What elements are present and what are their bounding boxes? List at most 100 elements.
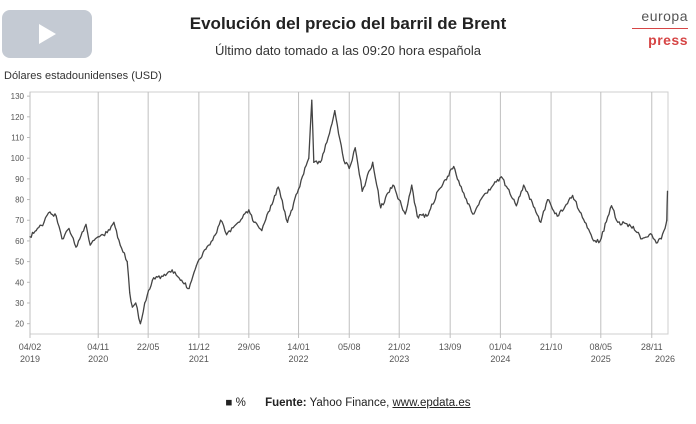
data-point <box>632 225 634 228</box>
europapress-logo[interactable]: europa press <box>632 8 688 48</box>
data-point <box>411 184 413 186</box>
data-point <box>617 221 619 223</box>
data-point <box>119 244 121 246</box>
data-point <box>348 167 350 170</box>
data-point <box>248 209 250 211</box>
data-point <box>171 269 173 271</box>
data-point <box>220 219 222 221</box>
data-point <box>43 221 45 223</box>
y-tick-label: 50 <box>15 258 24 267</box>
x-year-label: 2025 <box>591 354 611 364</box>
data-point <box>225 234 228 236</box>
data-point <box>404 213 406 215</box>
series-line <box>29 99 669 325</box>
data-point <box>438 188 440 190</box>
data-point <box>571 194 574 197</box>
data-point <box>277 186 279 188</box>
data-point <box>75 246 77 248</box>
data-point <box>89 244 91 246</box>
source-link[interactable]: www.epdata.es <box>392 397 471 409</box>
data-point <box>214 234 216 236</box>
data-point <box>343 159 345 161</box>
data-point <box>267 211 269 213</box>
chart-footer: ■ % Fuente: Yahoo Finance, www.epdata.es <box>0 397 696 409</box>
data-point <box>666 190 669 192</box>
data-point <box>354 147 356 149</box>
data-point <box>584 221 586 223</box>
data-point <box>308 157 310 159</box>
data-point <box>129 292 131 294</box>
data-point <box>311 99 313 101</box>
data-point <box>106 232 108 234</box>
x-tick-label: 28/11 <box>641 342 663 352</box>
data-point <box>334 110 336 112</box>
data-point <box>546 198 549 201</box>
data-point <box>472 213 474 215</box>
data-point <box>523 184 525 186</box>
data-point <box>416 215 418 217</box>
data-point <box>55 215 57 217</box>
data-point <box>286 221 289 223</box>
data-point <box>131 306 134 308</box>
data-point <box>592 240 595 242</box>
logo-bottom-text: press <box>648 32 688 48</box>
data-point <box>126 261 128 263</box>
data-point <box>61 238 63 240</box>
data-point <box>515 205 517 207</box>
x-tick-label: 21/02 <box>388 342 411 352</box>
data-point <box>319 161 321 163</box>
x-year-label: 2021 <box>189 354 209 364</box>
x-year-label: 2019 <box>20 354 40 364</box>
data-point <box>237 221 239 223</box>
play-icon <box>39 24 56 44</box>
y-tick-label: 110 <box>11 134 24 143</box>
y-tick-label: 70 <box>15 216 24 225</box>
data-point <box>380 207 382 209</box>
data-point <box>664 227 666 230</box>
data-point <box>651 234 653 236</box>
x-tick-label: 13/09 <box>439 342 462 352</box>
data-point <box>660 238 662 240</box>
data-point <box>188 287 190 290</box>
data-point <box>151 279 154 281</box>
data-point <box>540 221 542 223</box>
source-text: Yahoo Finance, <box>309 397 390 409</box>
data-point <box>29 236 31 238</box>
x-tick-label: 01/04 <box>489 342 512 352</box>
data-point <box>313 161 315 163</box>
data-point <box>610 205 613 207</box>
data-point <box>68 227 70 230</box>
y-tick-label: 30 <box>15 299 24 308</box>
play-button[interactable] <box>2 10 92 58</box>
x-tick-label: 05/08 <box>338 342 361 352</box>
x-tick-label: 11/12 <box>188 342 210 352</box>
data-point <box>426 215 428 217</box>
data-point <box>483 194 485 197</box>
data-point <box>599 240 601 242</box>
y-tick-label: 90 <box>15 175 24 184</box>
chart-subtitle: Último dato tomado a las 09:20 hora espa… <box>215 43 481 58</box>
data-point <box>144 302 146 304</box>
y-tick-label: 120 <box>11 113 25 122</box>
x-year-label: 2020 <box>88 354 108 364</box>
data-point <box>35 229 37 232</box>
x-year-label: 2024 <box>490 354 510 364</box>
x-tick-label: 29/06 <box>238 342 261 352</box>
x-tick-label: 04/11 <box>87 342 109 352</box>
data-point <box>372 161 374 163</box>
data-point <box>97 236 99 238</box>
data-point <box>392 184 394 186</box>
data-point <box>361 190 363 192</box>
x-tick-label: 04/02 <box>19 342 42 352</box>
y-axis-label: Dólares estadounidenses (USD) <box>4 70 162 82</box>
y-tick-label: 20 <box>15 320 24 329</box>
data-point <box>161 275 163 277</box>
x-tick-label: 22/05 <box>137 342 160 352</box>
data-point <box>556 215 558 217</box>
data-point <box>49 211 51 213</box>
data-point <box>666 219 668 221</box>
x-tick-label: 21/10 <box>540 342 563 352</box>
legend-symbol: ■ <box>225 397 233 409</box>
y-tick-label: 80 <box>15 196 24 205</box>
x-year-label: 2023 <box>389 354 409 364</box>
